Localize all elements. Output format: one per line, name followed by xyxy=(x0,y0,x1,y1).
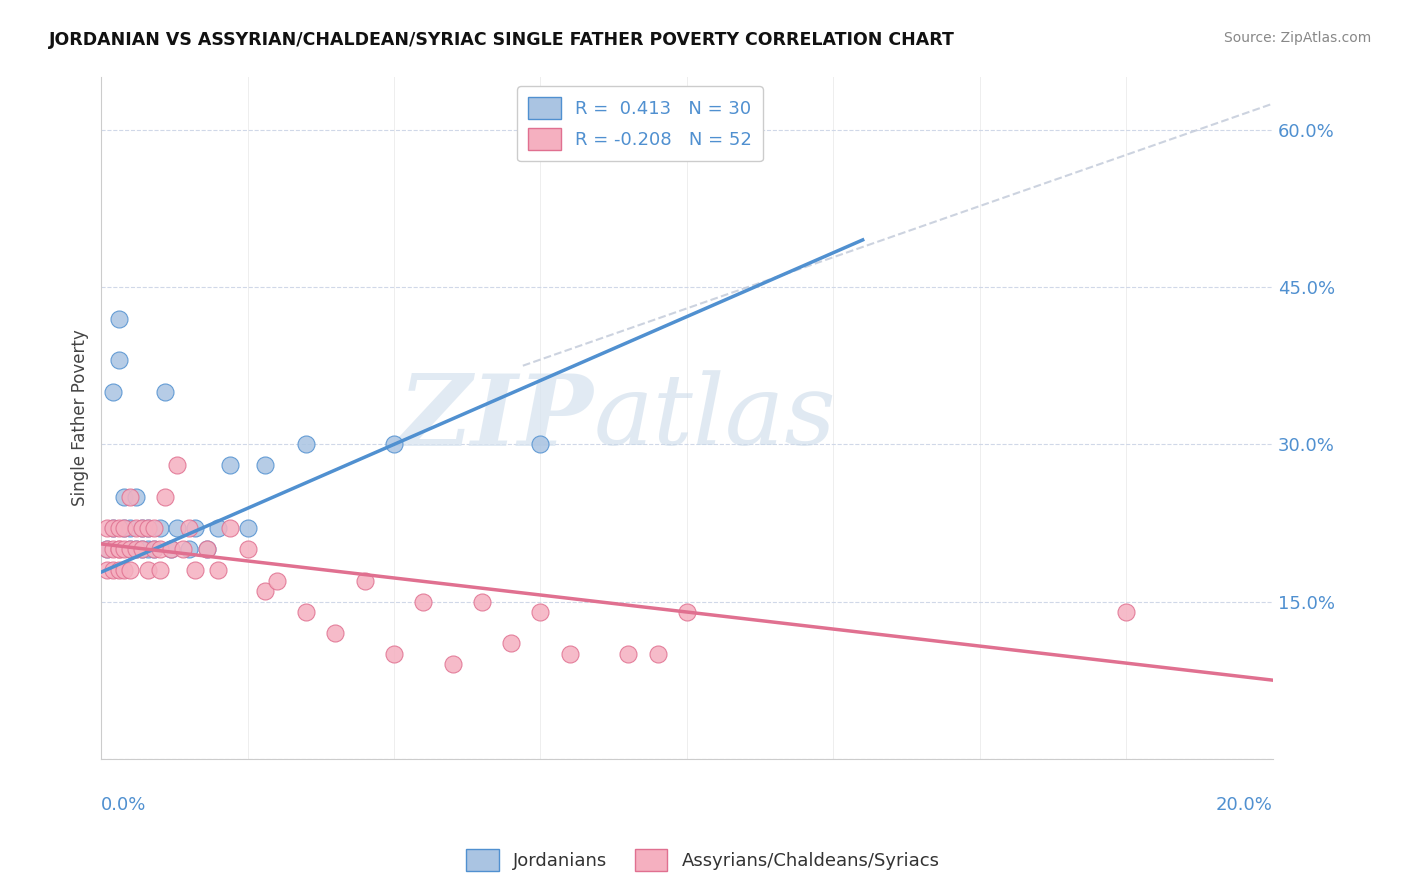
Point xyxy=(120,521,142,535)
Point xyxy=(101,521,124,535)
Point xyxy=(160,542,183,557)
Point xyxy=(529,605,551,619)
Point xyxy=(219,521,242,535)
Point xyxy=(142,521,165,535)
Point xyxy=(131,542,153,557)
Point xyxy=(295,605,318,619)
Point xyxy=(96,521,118,535)
Point xyxy=(114,490,136,504)
Point xyxy=(107,353,129,368)
Point xyxy=(184,521,207,535)
Point xyxy=(107,542,129,557)
Point xyxy=(101,563,124,577)
Point xyxy=(131,542,153,557)
Point xyxy=(96,542,118,557)
Point xyxy=(184,563,207,577)
Point xyxy=(136,563,159,577)
Point xyxy=(120,542,142,557)
Point xyxy=(136,521,159,535)
Point xyxy=(177,542,200,557)
Point xyxy=(125,542,148,557)
Point xyxy=(172,542,194,557)
Point xyxy=(1115,605,1137,619)
Point xyxy=(149,563,172,577)
Text: ZIP: ZIP xyxy=(398,370,593,467)
Point xyxy=(142,542,165,557)
Point xyxy=(120,563,142,577)
Point xyxy=(325,626,347,640)
Point xyxy=(155,384,177,399)
Point xyxy=(558,647,581,661)
Point xyxy=(101,542,124,557)
Point xyxy=(101,521,124,535)
Point xyxy=(114,563,136,577)
Legend: R =  0.413   N = 30, R = -0.208   N = 52: R = 0.413 N = 30, R = -0.208 N = 52 xyxy=(517,87,763,161)
Point xyxy=(120,490,142,504)
Point xyxy=(107,311,129,326)
Point xyxy=(195,542,218,557)
Point xyxy=(114,521,136,535)
Point xyxy=(177,521,200,535)
Point xyxy=(353,574,375,588)
Point xyxy=(131,521,153,535)
Point xyxy=(647,647,669,661)
Point xyxy=(529,437,551,451)
Point xyxy=(254,458,277,473)
Point xyxy=(207,521,229,535)
Point xyxy=(501,636,523,650)
Point xyxy=(125,542,148,557)
Point xyxy=(236,521,259,535)
Point xyxy=(142,542,165,557)
Point xyxy=(166,458,188,473)
Point xyxy=(96,563,118,577)
Point xyxy=(125,521,148,535)
Point xyxy=(412,594,434,608)
Text: 20.0%: 20.0% xyxy=(1216,797,1272,814)
Point xyxy=(676,605,699,619)
Point xyxy=(471,594,494,608)
Point xyxy=(125,490,148,504)
Point xyxy=(107,521,129,535)
Y-axis label: Single Father Poverty: Single Father Poverty xyxy=(72,330,89,507)
Point xyxy=(101,384,124,399)
Point xyxy=(207,563,229,577)
Point xyxy=(236,542,259,557)
Point xyxy=(114,542,136,557)
Text: JORDANIAN VS ASSYRIAN/CHALDEAN/SYRIAC SINGLE FATHER POVERTY CORRELATION CHART: JORDANIAN VS ASSYRIAN/CHALDEAN/SYRIAC SI… xyxy=(49,31,955,49)
Text: atlas: atlas xyxy=(593,370,837,466)
Point xyxy=(120,542,142,557)
Point xyxy=(131,521,153,535)
Point xyxy=(266,574,288,588)
Point xyxy=(295,437,318,451)
Point xyxy=(107,563,129,577)
Point xyxy=(136,542,159,557)
Point xyxy=(107,542,129,557)
Point xyxy=(195,542,218,557)
Point xyxy=(254,584,277,599)
Point xyxy=(441,657,464,672)
Point xyxy=(149,521,172,535)
Point xyxy=(149,542,172,557)
Point xyxy=(160,542,183,557)
Point xyxy=(96,542,118,557)
Text: 0.0%: 0.0% xyxy=(101,797,146,814)
Legend: Jordanians, Assyrians/Chaldeans/Syriacs: Jordanians, Assyrians/Chaldeans/Syriacs xyxy=(460,842,946,879)
Point xyxy=(617,647,640,661)
Point xyxy=(136,521,159,535)
Text: Source: ZipAtlas.com: Source: ZipAtlas.com xyxy=(1223,31,1371,45)
Point xyxy=(155,490,177,504)
Point xyxy=(382,437,405,451)
Point xyxy=(219,458,242,473)
Point xyxy=(382,647,405,661)
Point xyxy=(166,521,188,535)
Point xyxy=(114,521,136,535)
